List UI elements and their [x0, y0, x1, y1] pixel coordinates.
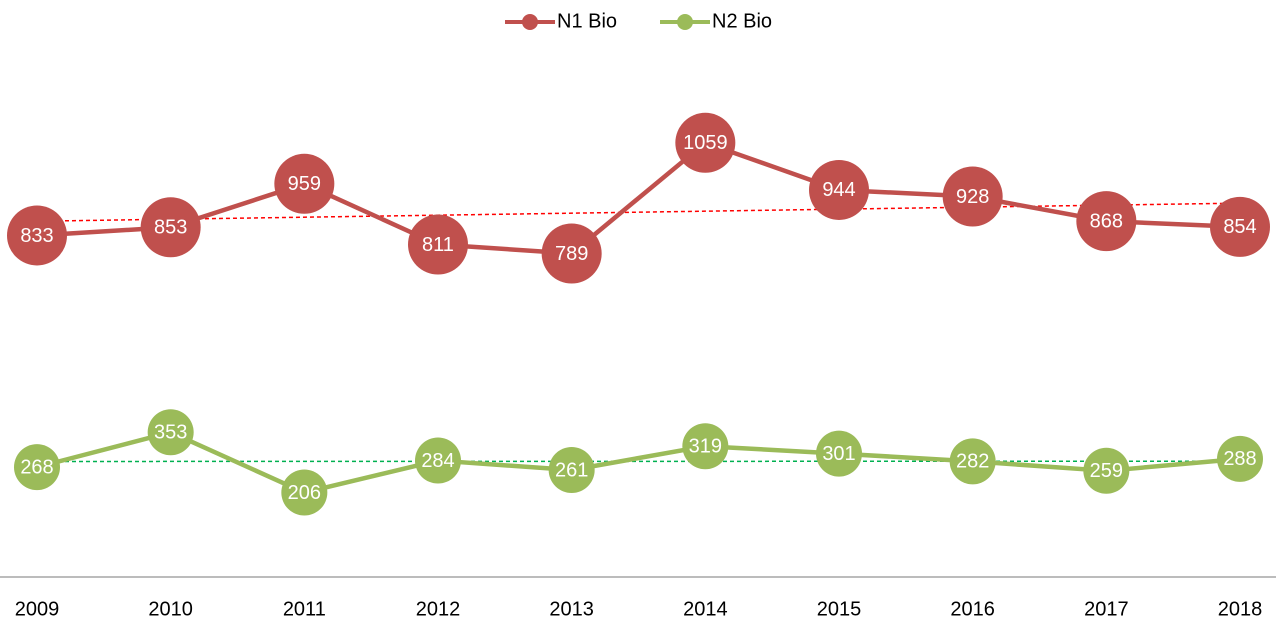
marker — [1217, 435, 1263, 482]
data-label: 282 — [956, 451, 989, 473]
marker — [809, 159, 869, 220]
data-label: 811 — [422, 234, 454, 256]
marker — [1210, 196, 1270, 257]
x-tick-label: 2012 — [416, 598, 461, 620]
legend-marker — [677, 14, 693, 30]
x-tick-label: 2011 — [283, 598, 326, 620]
data-label: 868 — [1090, 210, 1123, 232]
marker — [14, 444, 60, 491]
marker — [1076, 191, 1137, 252]
legend-label: N1 Bio — [557, 10, 617, 32]
x-tick-label: 2010 — [148, 598, 193, 620]
x-tick-label: 2009 — [15, 598, 60, 620]
data-label: 959 — [288, 173, 321, 195]
series-line — [36, 140, 1241, 256]
data-label: 206 — [288, 482, 321, 504]
data-label: 853 — [154, 217, 187, 239]
x-tick-label: 2016 — [950, 598, 995, 620]
marker — [140, 197, 201, 258]
marker — [675, 112, 736, 173]
marker — [942, 166, 1003, 227]
data-label: 833 — [20, 225, 53, 247]
data-label: 319 — [689, 435, 722, 457]
data-label: 301 — [822, 443, 855, 465]
marker — [682, 423, 729, 470]
marker — [281, 469, 328, 516]
marker — [548, 446, 595, 493]
x-tick-label: 2017 — [1084, 598, 1129, 620]
trendline — [36, 202, 1241, 222]
data-label: 284 — [421, 450, 454, 472]
data-label: 944 — [822, 179, 855, 201]
legend-label: N2 Bio — [712, 10, 772, 32]
x-tick-label: 2015 — [817, 598, 862, 620]
data-label: 854 — [1223, 216, 1256, 238]
legend-marker — [522, 14, 538, 30]
series-line — [36, 430, 1241, 495]
data-label: 928 — [956, 186, 989, 208]
data-label: 789 — [555, 243, 588, 265]
marker — [408, 214, 468, 275]
marker — [415, 437, 461, 484]
data-label: 1059 — [683, 132, 728, 154]
x-tick-label: 2013 — [549, 598, 594, 620]
marker — [816, 430, 862, 477]
data-label: 259 — [1090, 460, 1123, 482]
marker — [1083, 447, 1130, 494]
data-label: 353 — [154, 422, 187, 444]
data-label: 268 — [20, 456, 53, 478]
marker — [541, 223, 602, 284]
marker — [274, 153, 335, 214]
data-label: 288 — [1223, 448, 1256, 470]
data-label: 261 — [555, 459, 588, 481]
x-tick-label: 2018 — [1218, 598, 1263, 620]
marker — [7, 205, 67, 266]
x-tick-label: 2014 — [683, 598, 728, 620]
marker — [147, 409, 194, 456]
marker — [949, 438, 996, 485]
